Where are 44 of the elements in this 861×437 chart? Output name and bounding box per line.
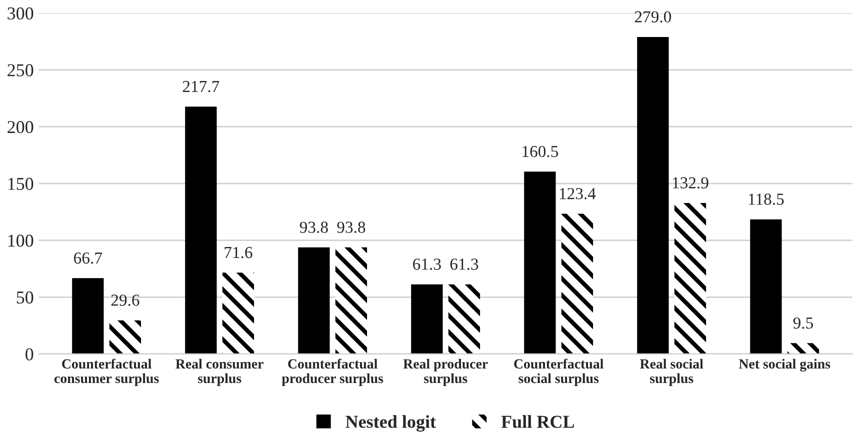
y-tick-label: 100 [8,234,34,247]
x-tick-label: Real social surplus [640,358,704,386]
x-tick-label: Real consumer surplus [176,358,264,386]
x-tick-label: Net social gains [738,358,830,372]
legend-label: Nested logit [346,415,436,432]
bar [335,247,368,354]
bar [674,202,706,354]
data-label: 61.3 [450,258,478,270]
x-tick-label: Real producer surplus [403,358,488,386]
y-tick-label: 150 [8,178,34,190]
bar [185,106,217,354]
y-tick-label: 250 [8,64,34,76]
bar [298,247,330,354]
legend-label: Full RCL [501,415,574,428]
data-label: 9.5 [793,317,813,329]
bar [411,284,443,354]
bar [448,284,480,354]
x-tick-label: Counterfactual producer surplus [282,358,384,386]
data-label: 123.4 [560,188,596,200]
data-label: 61.3 [413,258,441,270]
bar [109,320,142,354]
bar [524,172,556,354]
y-tick-label: 50 [16,291,34,304]
data-label: 66.7 [74,252,102,264]
y-tick-label: 200 [8,120,34,134]
bar [561,214,594,354]
x-tick-label: Counterfactual social surplus [514,358,604,386]
data-label: 93.8 [300,222,328,233]
data-label: 29.6 [111,294,140,306]
data-label: 279.0 [634,11,672,23]
data-label: 160.5 [522,146,558,158]
data-label: 217.7 [182,80,220,92]
data-label: 71.6 [224,246,252,258]
bar [750,219,782,354]
y-tick-label: 300 [8,7,34,20]
bar [787,343,820,354]
bar [637,36,669,354]
data-label: 118.5 [748,194,784,205]
x-tick-label: Counterfactual consumer surplus [54,358,159,386]
data-label: 132.9 [672,177,708,189]
bar [72,278,104,354]
y-tick-label: 0 [26,348,34,360]
bar [222,272,254,354]
data-label: 93.8 [337,222,366,233]
